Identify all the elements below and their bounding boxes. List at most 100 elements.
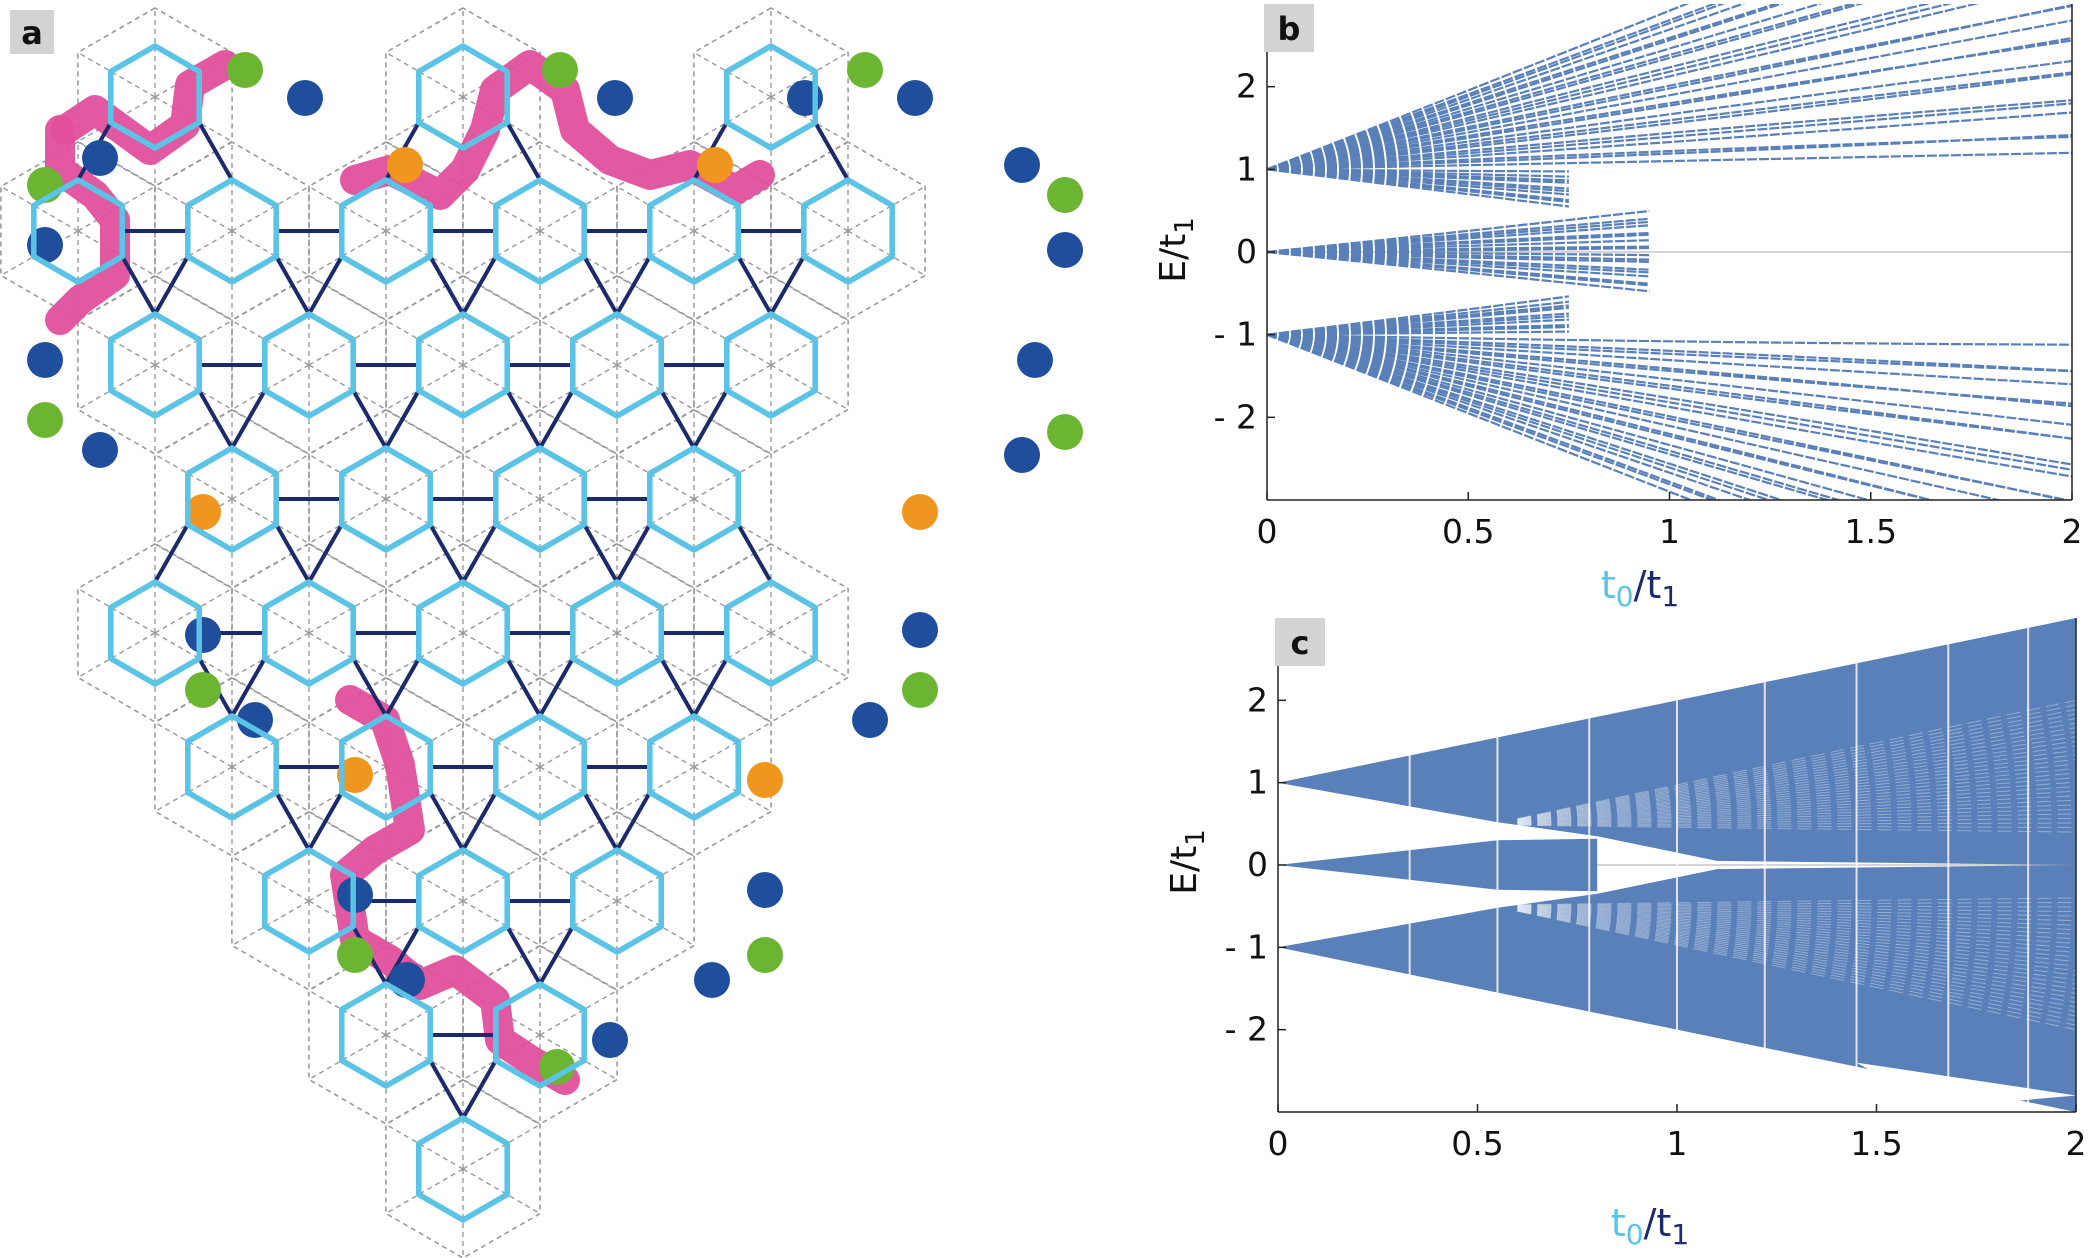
energy-level bbox=[1267, 4, 1856, 171]
panel-b-label: b bbox=[1278, 10, 1301, 48]
grid-spoke bbox=[385, 900, 464, 947]
energy-level bbox=[1267, 4, 1690, 171]
level-line bbox=[1517, 736, 2076, 822]
inter-bond bbox=[230, 657, 267, 717]
grid-spoke bbox=[462, 855, 541, 902]
svg-text:E/t1: E/t1 bbox=[1153, 217, 1200, 283]
green-site bbox=[27, 402, 63, 438]
grid-spoke bbox=[308, 989, 387, 1036]
energy-level bbox=[1267, 39, 2072, 171]
grid-spoke bbox=[77, 185, 156, 232]
intra-hexagon-overlay bbox=[724, 579, 818, 687]
energy-level bbox=[1267, 135, 2072, 171]
edge-path bbox=[50, 50, 240, 165]
blue-site bbox=[1047, 232, 1083, 268]
inter-bond bbox=[428, 523, 465, 583]
level-line bbox=[1517, 905, 2076, 922]
grid-spoke bbox=[539, 721, 618, 768]
inter-bond bbox=[615, 255, 652, 315]
edge-path bbox=[330, 685, 580, 1095]
intra-hexagon-overlay bbox=[108, 43, 202, 151]
energy-level bbox=[1267, 19, 2072, 171]
intra-hexagon-overlay bbox=[185, 445, 279, 553]
grid-spoke bbox=[462, 364, 541, 411]
grid-spoke bbox=[385, 721, 464, 768]
green-site bbox=[1047, 414, 1083, 450]
grid-spoke bbox=[385, 1034, 464, 1081]
y-tick-label: - 1 bbox=[1214, 315, 1257, 354]
grid-spoke bbox=[77, 632, 156, 679]
energy-level bbox=[1267, 133, 2072, 171]
grid-spoke bbox=[539, 587, 618, 634]
energy-level bbox=[1267, 4, 1953, 171]
level-line bbox=[1517, 718, 2076, 821]
energy-level bbox=[1267, 333, 1722, 500]
grid-spoke bbox=[385, 1123, 464, 1170]
panel-b-ylabel: E/t1 bbox=[1153, 217, 1200, 283]
inter-bond bbox=[428, 255, 465, 315]
grid-hexagon bbox=[308, 677, 464, 857]
grid-spoke bbox=[539, 855, 618, 902]
grid-spoke bbox=[616, 185, 695, 232]
intra-hexagon-overlay bbox=[262, 311, 356, 419]
inter-bond bbox=[153, 255, 190, 315]
grid-spoke bbox=[770, 185, 849, 232]
energy-level bbox=[1267, 333, 1754, 500]
grid-hexagon bbox=[693, 275, 849, 455]
level-line bbox=[1517, 910, 2076, 1031]
inter-bond bbox=[197, 121, 234, 181]
intra-hexagon-overlay bbox=[416, 311, 510, 419]
intra-hexagon-overlay bbox=[416, 1115, 510, 1223]
inter-bond bbox=[582, 255, 619, 315]
level-line bbox=[1517, 713, 2076, 820]
intra-hexagon-overlay bbox=[647, 177, 741, 285]
energy-level bbox=[1267, 333, 2072, 408]
blue-site bbox=[27, 342, 63, 378]
intra-hexagon-overlay bbox=[493, 177, 587, 285]
level-line bbox=[1517, 907, 2076, 963]
grid-spoke bbox=[385, 319, 464, 366]
grid-hexagon bbox=[385, 543, 541, 723]
level-line bbox=[1517, 906, 2076, 949]
energy-level bbox=[1267, 333, 1785, 500]
grid-spoke bbox=[385, 96, 464, 143]
panel-c-xlabel: t0/t1 bbox=[1611, 1201, 1689, 1251]
inter-bond bbox=[384, 657, 421, 717]
grid-spoke bbox=[154, 364, 233, 411]
grid-spoke bbox=[693, 453, 772, 500]
level-line bbox=[1517, 722, 2076, 821]
grid-spoke bbox=[539, 900, 618, 947]
inter-bond bbox=[351, 657, 388, 717]
grid-spoke bbox=[693, 587, 772, 634]
grid-spoke bbox=[385, 51, 464, 98]
level-line bbox=[1517, 905, 2076, 931]
level-line bbox=[1517, 808, 2076, 825]
grid-spoke bbox=[77, 587, 156, 634]
panel-b-ylabel-sub: 1 bbox=[1170, 217, 1200, 234]
level-line bbox=[1517, 905, 2076, 917]
blue-site bbox=[592, 1022, 628, 1058]
chart-marks bbox=[1267, 4, 2072, 500]
intra-hexagon-overlay bbox=[570, 311, 664, 419]
blue-site bbox=[1004, 147, 1040, 183]
energy-level bbox=[1267, 4, 1717, 171]
grid-spoke bbox=[308, 721, 387, 768]
svg-text:E/t1: E/t1 bbox=[1164, 829, 1211, 895]
grid-hexagon bbox=[539, 811, 695, 991]
grid-spoke bbox=[616, 498, 695, 545]
grid-spoke bbox=[385, 453, 464, 500]
level-line bbox=[1517, 909, 2076, 1008]
panel-b-xlabel-slash: / bbox=[1634, 563, 1647, 607]
intra-hexagon-overlay bbox=[493, 445, 587, 553]
panel-b-xlabel-sub0: 0 bbox=[1616, 580, 1634, 613]
panel-a-label: a bbox=[21, 14, 43, 52]
inter-bond bbox=[428, 1059, 465, 1119]
grid-spoke bbox=[154, 632, 233, 679]
energy-level bbox=[1267, 333, 1716, 500]
grid-spoke bbox=[154, 319, 233, 366]
inter-bond bbox=[582, 791, 619, 851]
panel-c-ylabel-sub: 1 bbox=[1181, 829, 1211, 846]
energy-level bbox=[1267, 4, 1823, 171]
inter-bond bbox=[505, 925, 542, 985]
